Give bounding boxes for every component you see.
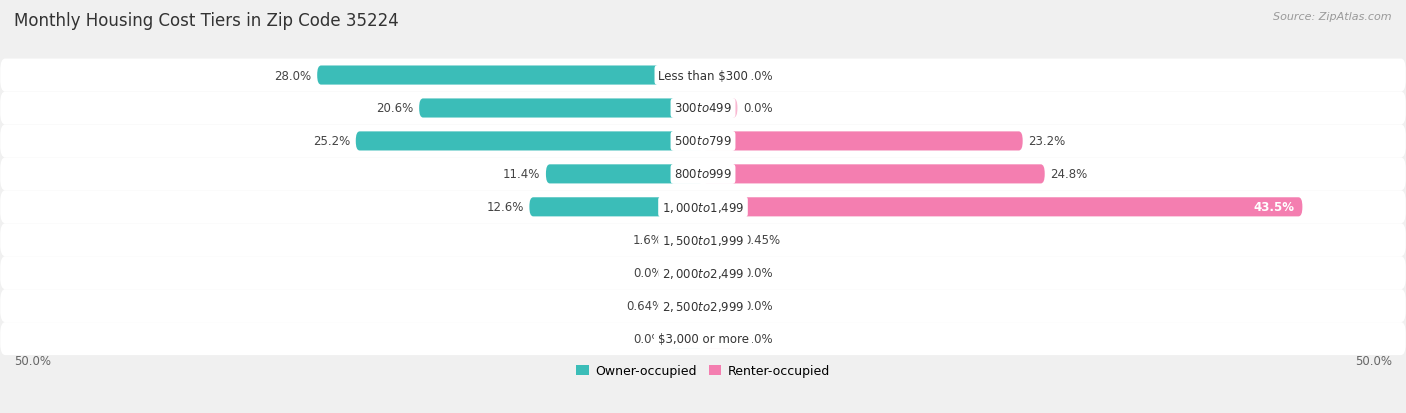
Text: $2,000 to $2,499: $2,000 to $2,499 [662, 266, 744, 280]
FancyBboxPatch shape [0, 125, 1406, 158]
Text: $300 to $499: $300 to $499 [673, 102, 733, 115]
FancyBboxPatch shape [546, 165, 703, 184]
Text: 43.5%: 43.5% [1253, 201, 1294, 214]
FancyBboxPatch shape [703, 230, 738, 250]
Text: Source: ZipAtlas.com: Source: ZipAtlas.com [1274, 12, 1392, 22]
FancyBboxPatch shape [703, 297, 738, 316]
Text: 12.6%: 12.6% [486, 201, 524, 214]
FancyBboxPatch shape [0, 323, 1406, 355]
FancyBboxPatch shape [0, 59, 1406, 92]
Text: Less than $300: Less than $300 [658, 69, 748, 82]
FancyBboxPatch shape [356, 132, 703, 151]
FancyBboxPatch shape [669, 263, 703, 282]
FancyBboxPatch shape [669, 230, 703, 250]
FancyBboxPatch shape [318, 66, 703, 85]
Text: $3,000 or more: $3,000 or more [658, 332, 748, 345]
FancyBboxPatch shape [0, 158, 1406, 191]
Text: 11.4%: 11.4% [503, 168, 540, 181]
Legend: Owner-occupied, Renter-occupied: Owner-occupied, Renter-occupied [571, 359, 835, 382]
FancyBboxPatch shape [0, 92, 1406, 125]
FancyBboxPatch shape [419, 99, 703, 118]
Text: 23.2%: 23.2% [1028, 135, 1066, 148]
Text: 0.0%: 0.0% [742, 69, 772, 82]
Text: $1,000 to $1,499: $1,000 to $1,499 [662, 200, 744, 214]
Text: 20.6%: 20.6% [377, 102, 413, 115]
Text: 25.2%: 25.2% [314, 135, 350, 148]
FancyBboxPatch shape [0, 256, 1406, 290]
FancyBboxPatch shape [703, 66, 738, 85]
Text: $800 to $999: $800 to $999 [673, 168, 733, 181]
FancyBboxPatch shape [669, 329, 703, 348]
Text: $2,500 to $2,999: $2,500 to $2,999 [662, 299, 744, 313]
Text: 50.0%: 50.0% [14, 354, 51, 367]
FancyBboxPatch shape [703, 198, 1302, 217]
Text: Monthly Housing Cost Tiers in Zip Code 35224: Monthly Housing Cost Tiers in Zip Code 3… [14, 12, 399, 30]
FancyBboxPatch shape [703, 99, 738, 118]
FancyBboxPatch shape [669, 297, 703, 316]
Text: 0.0%: 0.0% [742, 332, 772, 345]
Text: 24.8%: 24.8% [1050, 168, 1087, 181]
Text: 0.0%: 0.0% [634, 266, 664, 280]
FancyBboxPatch shape [0, 290, 1406, 323]
FancyBboxPatch shape [0, 224, 1406, 256]
FancyBboxPatch shape [0, 191, 1406, 224]
Text: 0.64%: 0.64% [626, 299, 664, 312]
Text: 1.6%: 1.6% [633, 234, 664, 247]
FancyBboxPatch shape [703, 132, 1022, 151]
Text: $1,500 to $1,999: $1,500 to $1,999 [662, 233, 744, 247]
Text: 0.0%: 0.0% [742, 266, 772, 280]
FancyBboxPatch shape [703, 165, 1045, 184]
Text: 0.0%: 0.0% [742, 299, 772, 312]
Text: $500 to $799: $500 to $799 [673, 135, 733, 148]
Text: 0.0%: 0.0% [742, 102, 772, 115]
Text: 0.45%: 0.45% [742, 234, 780, 247]
Text: 28.0%: 28.0% [274, 69, 312, 82]
Text: 50.0%: 50.0% [1355, 354, 1392, 367]
Text: 0.0%: 0.0% [634, 332, 664, 345]
FancyBboxPatch shape [703, 263, 738, 282]
FancyBboxPatch shape [703, 329, 738, 348]
FancyBboxPatch shape [530, 198, 703, 217]
